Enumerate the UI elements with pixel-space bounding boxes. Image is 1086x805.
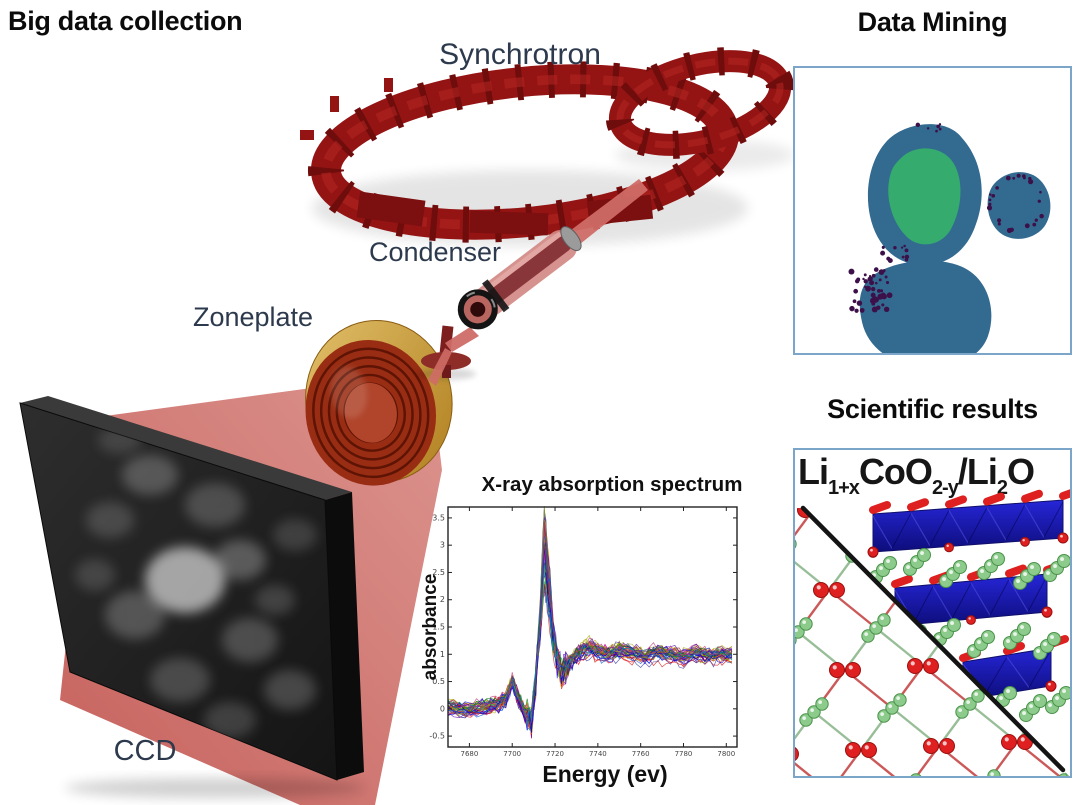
svg-text:2.5: 2.5: [432, 568, 445, 577]
svg-text:7760: 7760: [632, 750, 650, 758]
condenser-graphic: [457, 226, 582, 330]
ccd-particle-blobs: [75, 426, 317, 738]
licoo2-slabs: [867, 487, 1070, 722]
phase-boundary-line: [800, 505, 1066, 773]
svg-text:7740: 7740: [589, 750, 607, 758]
synchrotron-graphic: [300, 47, 795, 243]
xas-traces: [447, 506, 733, 739]
data-mining-panel: [793, 66, 1072, 355]
xas-chart: 7680 7700 7720 7740 7760 7780 7800 -0.5 0 0.5 1 1.5…: [429, 506, 738, 758]
xas-ticks: [448, 507, 737, 747]
scientific-results-panel: Li1+xCoO2-y/Li2O: [793, 448, 1072, 778]
xas-chart-title: X-ray absorption spectrum: [481, 473, 743, 496]
svg-text:7800: 7800: [717, 750, 735, 758]
formula-sub-2: 2: [996, 477, 1008, 499]
formula-sub-2y: 2-y: [931, 477, 959, 499]
ccd-graphic: [19, 396, 365, 798]
big-data-collection-heading: Big data collection: [8, 6, 243, 36]
svg-text:7680: 7680: [460, 750, 478, 758]
svg-text:3: 3: [440, 541, 445, 550]
phase-speckles: [848, 122, 1044, 313]
svg-text:1.5: 1.5: [432, 623, 445, 632]
beam-condenser-to-focus: [445, 327, 479, 352]
segmented-particles: [848, 122, 1051, 353]
svg-text:3.5: 3.5: [432, 513, 445, 522]
condenser-label: Condenser: [368, 237, 502, 267]
xas-x-axis-label: Energy (ev): [542, 761, 668, 787]
formula-o: O: [1006, 451, 1035, 492]
ccd-label: CCD: [113, 735, 177, 767]
svg-text:7700: 7700: [503, 750, 521, 758]
booster-ring: [605, 47, 795, 159]
svg-text:2: 2: [440, 595, 445, 604]
formula-sub-1x: 1+x: [828, 477, 860, 499]
zoneplate-label: Zoneplate: [192, 302, 314, 332]
xas-tick-labels: 7680 7700 7720 7740 7760 7780 7800 -0.5 0 0.5 1 1.5…: [429, 513, 735, 758]
svg-text:-0.5: -0.5: [429, 732, 445, 741]
xas-y-axis-label: absorbance: [420, 573, 441, 681]
sample-holder: [416, 325, 476, 380]
beam-focus-to-zoneplate: [428, 348, 452, 386]
crystal-structure-image: [795, 487, 1070, 776]
svg-text:7720: 7720: [546, 750, 564, 758]
svg-text:1: 1: [440, 650, 445, 659]
zoneplate-graphic: [305, 319, 453, 486]
svg-text:0: 0: [440, 704, 445, 713]
segmentation-image: [848, 122, 1051, 353]
svg-text:0.5: 0.5: [432, 677, 445, 686]
svg-text:7780: 7780: [675, 750, 693, 758]
chemical-formula: Li1+xCoO2-y/Li2O: [798, 451, 1035, 499]
data-mining-heading: Data Mining: [857, 7, 1008, 37]
beam-synchrotron-to-condenser: [563, 179, 648, 248]
formula-li: Li: [798, 451, 829, 492]
formula-coo: CoO: [858, 451, 933, 492]
formula-li2: /Li: [957, 451, 998, 492]
synchrotron-label: Synchrotron: [439, 38, 601, 71]
scientific-results-heading: Scientific results: [827, 394, 1038, 424]
